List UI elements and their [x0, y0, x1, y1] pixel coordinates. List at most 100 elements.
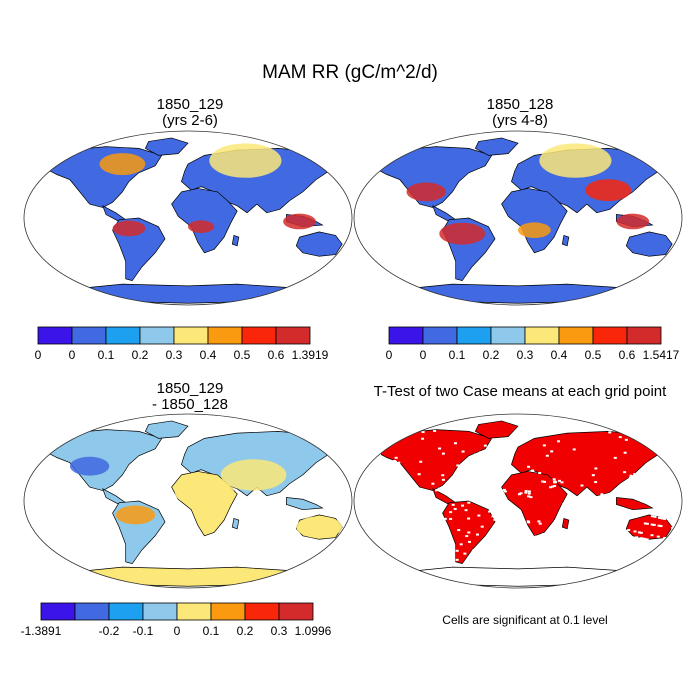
map-panel-1	[23, 130, 353, 306]
nonsignificant-cell	[524, 491, 528, 494]
colorbar-tick-label: 0.1	[203, 624, 220, 638]
nonsignificant-cell	[652, 523, 656, 526]
nonsignificant-cell	[524, 490, 528, 493]
nonsignificant-cell	[467, 517, 471, 520]
colorbar-tick-label: 0.6	[268, 348, 285, 362]
colorbar-case2: 0 0 0.1 0.2 0.3 0.4 0.5 0.6 1.5417	[386, 326, 680, 362]
nonsignificant-cell	[653, 515, 657, 518]
continent-greenland	[474, 420, 519, 439]
nonsignificant-cell	[461, 504, 465, 507]
nonsignificant-cell	[643, 522, 647, 525]
colorbar-swatch	[244, 602, 280, 621]
nonsignificant-cell	[431, 482, 435, 485]
colorbar-difference: -1.3891 -0.2 -0.1 0 0.1 0.2 0.3 1.0996	[21, 602, 332, 638]
panel-case2-title-line2: (yrs 4-8)	[492, 112, 548, 129]
nonsignificant-cell	[453, 442, 457, 445]
continent-antarctica	[399, 283, 638, 304]
nonsignificant-cell	[493, 518, 497, 521]
nonsignificant-cell	[534, 535, 538, 538]
value-region	[296, 516, 343, 539]
colorbar-swatch	[241, 326, 277, 345]
nonsignificant-cell	[435, 489, 439, 492]
continent-africa	[171, 188, 238, 254]
nonsignificant-cell	[633, 473, 637, 476]
nonsignificant-cell	[527, 492, 531, 495]
colorbar-swatch	[176, 602, 212, 621]
continent-madagascar	[231, 517, 240, 530]
nonsignificant-cell	[644, 538, 648, 541]
nonsignificant-cell	[556, 440, 560, 443]
nonsignificant-cell	[609, 492, 613, 495]
nonsignificant-cell	[659, 525, 663, 528]
colorbar-swatch	[207, 326, 243, 345]
nonsignificant-cell	[624, 438, 628, 441]
colorbar-tick-label: 0.2	[237, 624, 254, 638]
value-region	[69, 456, 110, 476]
colorbar-swatch	[139, 326, 175, 345]
panel-case2-title-line1: 1850_128	[486, 96, 554, 113]
colorbar-swatch	[40, 602, 76, 621]
nonsignificant-cell	[549, 486, 553, 489]
continent-madagascar	[231, 234, 240, 247]
map-frame	[23, 130, 353, 306]
colorbar-swatch	[108, 602, 144, 621]
significance-note: Cells are significant at 0.1 level	[442, 613, 608, 627]
nonsignificant-cell	[650, 534, 654, 537]
nonsignificant-cell	[543, 480, 547, 483]
nonsignificant-cell	[562, 503, 566, 506]
colorbar-tick-label: 0	[35, 348, 42, 362]
nonsignificant-cell	[467, 501, 471, 504]
panel-difference-title: 1850_129 - 1850_128	[30, 381, 350, 413]
nonsignificant-cell	[394, 460, 398, 463]
continent-madagascar	[561, 234, 570, 247]
nonsignificant-cell	[447, 531, 451, 534]
colorbar-swatch	[275, 326, 311, 345]
colorbar-swatch	[74, 602, 110, 621]
continent-new-zealand	[340, 257, 350, 268]
nonsignificant-cell	[419, 460, 423, 463]
continent-greenland	[144, 137, 189, 156]
colorbar-tick-label: 0	[420, 348, 427, 362]
nonsignificant-cell	[560, 481, 564, 484]
continent-madagascar	[561, 517, 570, 530]
value-region	[518, 222, 551, 239]
nonsignificant-cell	[450, 543, 454, 546]
nonsignificant-cell	[394, 456, 398, 459]
nonsignificant-cell	[639, 531, 643, 534]
nonsignificant-cell	[455, 549, 459, 552]
colorbar-tick-label: 0.1	[98, 348, 115, 362]
colorbar-swatch	[71, 326, 107, 345]
nonsignificant-cell	[663, 536, 667, 539]
nonsignificant-cell	[467, 540, 471, 543]
continent-antarctica	[69, 283, 308, 304]
continent-australia	[625, 231, 673, 257]
colorbar-tick-label: 1.0996	[295, 624, 332, 638]
continent-indonesia	[286, 497, 324, 511]
nonsignificant-cell	[441, 478, 445, 481]
nonsignificant-cell	[389, 461, 393, 464]
nonsignificant-cell	[461, 450, 465, 453]
nonsignificant-cell	[541, 480, 545, 483]
colorbar-tick-label: 0.5	[585, 348, 602, 362]
colorbar-tick-label: 0.5	[234, 348, 251, 362]
nonsignificant-cell	[552, 478, 556, 481]
continent-australia	[295, 231, 343, 257]
nonsignificant-cell	[457, 529, 461, 532]
map-panel-3	[23, 413, 353, 589]
nonsignificant-cell	[503, 490, 507, 493]
map-frame	[353, 130, 683, 306]
nonsignificant-cell	[658, 516, 662, 519]
nonsignificant-cell	[661, 517, 665, 520]
colorbar-tick-label: 0.6	[619, 348, 636, 362]
nonsignificant-cell	[608, 431, 612, 434]
nonsignificant-cell	[441, 474, 445, 477]
value-region	[188, 220, 215, 233]
nonsignificant-cell	[537, 520, 541, 523]
map-frame	[353, 413, 683, 589]
nonsignificant-cell	[650, 515, 654, 518]
nonsignificant-cell	[538, 522, 542, 525]
nonsignificant-cell	[542, 444, 546, 447]
nonsignificant-cell	[554, 520, 558, 523]
value-region	[115, 505, 156, 525]
